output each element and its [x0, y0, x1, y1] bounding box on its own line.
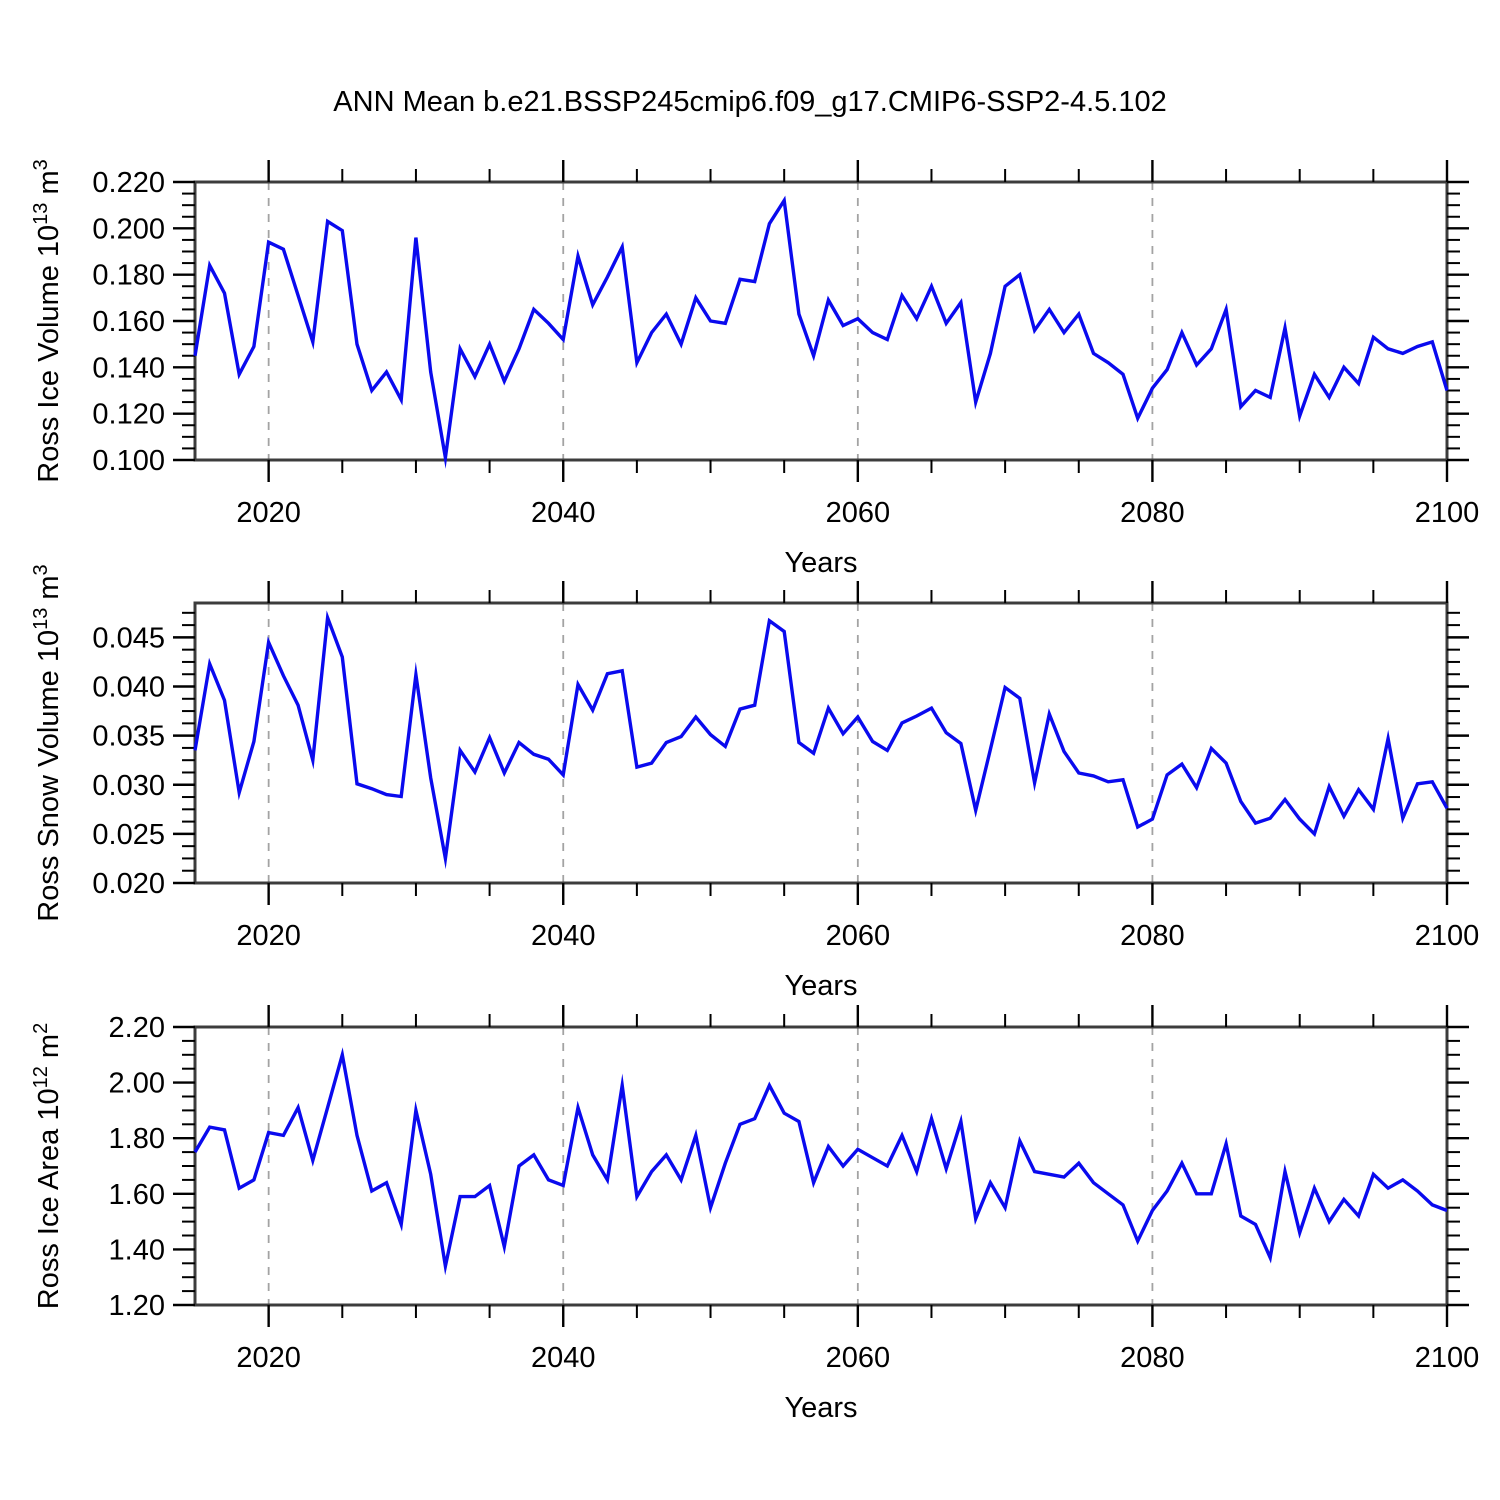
y-axis-title: Ross Snow Volume 1013 m3 — [30, 564, 65, 921]
y-tick-label: 1.60 — [109, 1179, 165, 1211]
x-tick-label: 2080 — [1120, 1342, 1185, 1374]
panel-ross-snow-volume: 2020 2040 2060 2080 2100 0.020 0.025 0.030 0.035… — [30, 564, 1479, 1002]
y-tick-label: 1.20 — [109, 1290, 165, 1322]
plot-frame — [193, 601, 1449, 885]
y-tick-label: 0.040 — [92, 672, 165, 704]
y-tick-label: 0.020 — [92, 868, 165, 900]
x-tick-label: 2060 — [826, 920, 891, 952]
data-line-ross-snow-volume — [193, 610, 1449, 870]
y-tick-label: 0.025 — [92, 819, 165, 851]
x-tick-label: 2020 — [236, 497, 301, 529]
x-axis-title: Years — [784, 547, 857, 579]
x-tick-label: 2060 — [826, 497, 891, 529]
y-tick-label: 1.40 — [109, 1234, 165, 1266]
panel-ross-ice-area: 2020 2040 2060 2080 2100 1.20 1.40 1.60 1.80 2.00… — [30, 1005, 1479, 1424]
x-axis-title: Years — [784, 1392, 857, 1424]
y-tick-label: 0.100 — [92, 445, 165, 477]
y-tick-label: 0.045 — [92, 622, 165, 654]
data-line-ross-ice-volume — [193, 195, 1449, 469]
y-tick-label: 0.180 — [92, 260, 165, 292]
panel-ross-ice-volume: 2020 2040 2060 2080 2100 0.100 0.120 0.140 0.160… — [30, 159, 1479, 579]
x-tick-label: 2080 — [1120, 497, 1185, 529]
x-tick-label: 2060 — [826, 1342, 891, 1374]
y-axis-title: Ross Ice Volume 1013 m3 — [30, 159, 65, 483]
x-tick-label: 2040 — [531, 920, 596, 952]
figure-title: ANN Mean b.e21.BSSP245cmip6.f09_g17.CMIP… — [333, 86, 1167, 118]
y-tick-label: 0.220 — [92, 167, 165, 199]
x-tick-label: 2020 — [236, 920, 301, 952]
x-tick-label: 2100 — [1415, 497, 1480, 529]
x-axis-title: Years — [784, 970, 857, 1002]
y-tick-label: 1.80 — [109, 1123, 165, 1155]
x-tick-label: 2040 — [531, 497, 596, 529]
y-tick-label: 2.00 — [109, 1068, 165, 1100]
plot-frame — [193, 180, 1449, 462]
y-tick-label: 0.200 — [92, 213, 165, 245]
y-axis-title: Ross Ice Area 1012 m2 — [30, 1023, 65, 1309]
y-tick-label: 0.160 — [92, 306, 165, 338]
y-tick-label: 0.035 — [92, 721, 165, 753]
x-tick-label: 2100 — [1415, 1342, 1480, 1374]
x-tick-label: 2040 — [531, 1342, 596, 1374]
y-tick-label: 0.120 — [92, 399, 165, 431]
x-tick-label: 2080 — [1120, 920, 1185, 952]
y-tick-label: 0.030 — [92, 770, 165, 802]
x-tick-label: 2100 — [1415, 920, 1480, 952]
y-tick-label: 0.140 — [92, 352, 165, 384]
x-tick-label: 2020 — [236, 1342, 301, 1374]
data-line-ross-ice-area — [193, 1047, 1448, 1276]
y-tick-label: 2.20 — [109, 1012, 165, 1044]
